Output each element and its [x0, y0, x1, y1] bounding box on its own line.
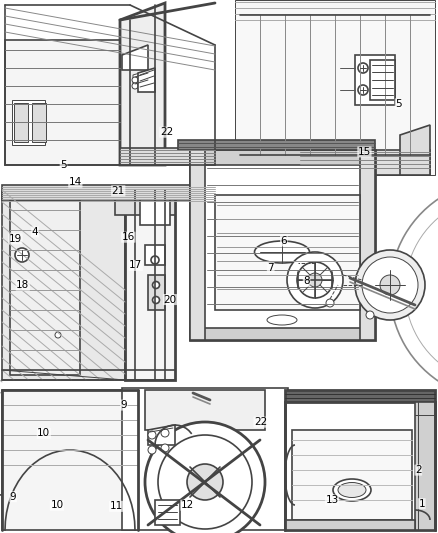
Text: 11: 11 — [110, 502, 123, 511]
Polygon shape — [360, 150, 375, 340]
Text: 10: 10 — [37, 429, 50, 438]
Text: 6: 6 — [280, 236, 287, 246]
Circle shape — [151, 256, 159, 264]
Circle shape — [287, 252, 343, 308]
Polygon shape — [2, 185, 215, 200]
Polygon shape — [190, 150, 375, 340]
Text: 12: 12 — [181, 500, 194, 510]
Circle shape — [148, 431, 156, 439]
Polygon shape — [2, 390, 138, 530]
Text: 8: 8 — [303, 277, 310, 286]
Text: 20: 20 — [163, 295, 177, 304]
Circle shape — [380, 275, 400, 295]
Polygon shape — [355, 55, 395, 105]
Polygon shape — [285, 520, 415, 530]
Polygon shape — [155, 500, 180, 525]
Polygon shape — [148, 425, 175, 445]
Polygon shape — [122, 45, 148, 70]
Polygon shape — [145, 390, 265, 430]
Text: 9: 9 — [120, 400, 127, 410]
Circle shape — [152, 281, 159, 288]
Text: 21: 21 — [112, 186, 125, 196]
Text: 18: 18 — [16, 280, 29, 290]
Polygon shape — [12, 100, 45, 145]
Polygon shape — [190, 150, 375, 165]
Circle shape — [152, 296, 159, 303]
Text: 17: 17 — [129, 261, 142, 270]
Polygon shape — [125, 190, 175, 380]
Circle shape — [15, 248, 29, 262]
Circle shape — [145, 422, 265, 533]
Polygon shape — [415, 402, 435, 530]
Polygon shape — [285, 402, 435, 530]
Circle shape — [132, 77, 138, 83]
Text: 13: 13 — [325, 495, 339, 505]
Text: 7: 7 — [267, 263, 274, 272]
Text: 19: 19 — [9, 234, 22, 244]
Text: 22: 22 — [254, 417, 267, 427]
Ellipse shape — [338, 482, 366, 497]
Circle shape — [55, 332, 61, 338]
Circle shape — [161, 444, 169, 452]
Polygon shape — [120, 3, 165, 165]
Polygon shape — [138, 68, 155, 92]
Text: 1: 1 — [418, 499, 425, 508]
Polygon shape — [5, 40, 120, 165]
Text: 10: 10 — [50, 500, 64, 510]
Circle shape — [161, 429, 169, 437]
Polygon shape — [235, 0, 435, 175]
Polygon shape — [2, 190, 125, 380]
Polygon shape — [285, 390, 435, 402]
Text: 4: 4 — [32, 227, 39, 237]
Polygon shape — [215, 195, 360, 310]
Circle shape — [358, 63, 368, 73]
Text: 22: 22 — [160, 127, 173, 137]
Ellipse shape — [267, 315, 297, 325]
Polygon shape — [178, 140, 375, 150]
Circle shape — [326, 299, 334, 307]
Ellipse shape — [333, 479, 371, 501]
Ellipse shape — [254, 241, 310, 263]
Polygon shape — [120, 148, 215, 165]
Circle shape — [132, 83, 138, 89]
Polygon shape — [32, 103, 46, 142]
Circle shape — [358, 85, 368, 95]
Polygon shape — [14, 103, 28, 142]
Text: 14: 14 — [69, 177, 82, 187]
Polygon shape — [140, 192, 170, 225]
Polygon shape — [292, 430, 412, 520]
Polygon shape — [190, 150, 205, 340]
Text: 5: 5 — [60, 160, 67, 170]
Circle shape — [158, 435, 252, 529]
Polygon shape — [10, 200, 80, 375]
Polygon shape — [133, 70, 150, 88]
Polygon shape — [145, 245, 165, 265]
Circle shape — [308, 273, 322, 287]
Polygon shape — [148, 275, 165, 310]
Text: 16: 16 — [122, 232, 135, 242]
Polygon shape — [190, 328, 375, 340]
Text: 2: 2 — [415, 465, 422, 475]
Circle shape — [362, 257, 418, 313]
Text: 15: 15 — [358, 147, 371, 157]
Text: 5: 5 — [395, 99, 402, 109]
Circle shape — [355, 250, 425, 320]
Circle shape — [187, 464, 223, 500]
Circle shape — [366, 311, 374, 319]
Circle shape — [297, 262, 333, 298]
Polygon shape — [400, 125, 430, 175]
Polygon shape — [115, 190, 175, 215]
Polygon shape — [300, 150, 430, 175]
Text: 9: 9 — [10, 492, 17, 502]
Polygon shape — [122, 388, 288, 530]
Circle shape — [148, 446, 156, 454]
Polygon shape — [370, 60, 395, 100]
